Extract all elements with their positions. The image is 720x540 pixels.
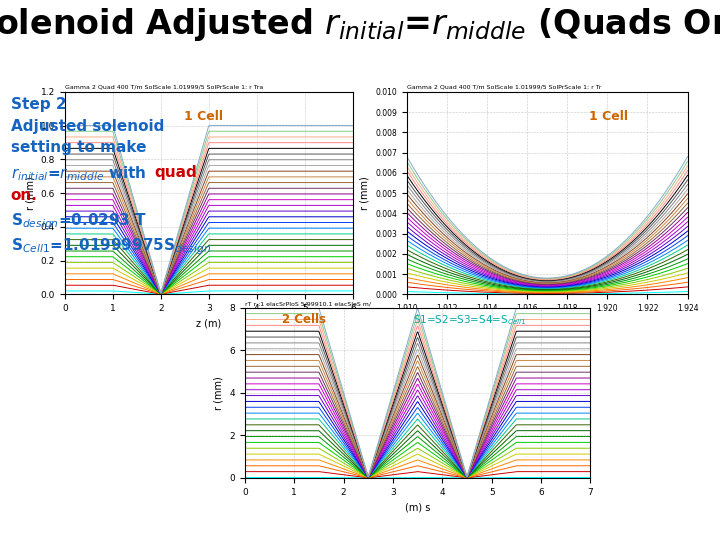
Text: S1=S2=S3=S4=S$_{Cell1}$: S1=S2=S3=S4=S$_{Cell1}$	[413, 313, 526, 327]
Y-axis label: r (mm): r (mm)	[360, 176, 369, 210]
Text: 1 Cell: 1 Cell	[184, 110, 222, 123]
Text: 9: 9	[356, 518, 364, 528]
Text: on.: on.	[11, 188, 37, 203]
Text: Adjusted solenoid: Adjusted solenoid	[11, 119, 164, 134]
Text: JA: JA	[27, 509, 45, 519]
Text: Gamma 2 Quad 400 T/m SolScale 1.01999/5 SolPrScale 1: r Tra: Gamma 2 Quad 400 T/m SolScale 1.01999/5 …	[65, 85, 263, 90]
Text: 2 Cells: 2 Cells	[282, 313, 325, 326]
Y-axis label: r (mm): r (mm)	[25, 176, 35, 210]
X-axis label: z (m): z (m)	[196, 319, 222, 328]
X-axis label: z (m): z (m)	[534, 319, 560, 328]
Text: $r_{initial}$=$r_{middle}$ with: $r_{initial}$=$r_{middle}$ with	[11, 165, 148, 184]
Text: Step 2: Step 2	[11, 97, 66, 112]
Text: setting to make: setting to make	[11, 140, 146, 156]
Y-axis label: r (mm): r (mm)	[214, 376, 224, 410]
Text: rT r :1 elacSrPloS 5/99910.1 elacSloS m/: rT r :1 elacSrPloS 5/99910.1 elacSloS m/	[245, 301, 371, 306]
Text: Gamma 2 Quad 400 T/m SolScale 1.01999/5 SolPrScale 1: r Tr: Gamma 2 Quad 400 T/m SolScale 1.01999/5 …	[407, 85, 601, 90]
Text: 05/24/2017: 05/24/2017	[328, 502, 392, 511]
Text: S$_{design}$=0.0293 T: S$_{design}$=0.0293 T	[11, 212, 147, 232]
Text: quad: quad	[155, 165, 197, 180]
Text: S$_{Cell1}$=1.01999975S$_{design}$: S$_{Cell1}$=1.01999975S$_{design}$	[11, 237, 211, 257]
X-axis label: (m) s: (m) s	[405, 502, 431, 512]
Text: 1 Cell: 1 Cell	[590, 110, 629, 123]
Text: Jefferson Lab: Jefferson Lab	[601, 508, 695, 521]
Text: Solenoid Adjusted $r_{initial}$=$r_{middle}$ (Quads On): Solenoid Adjusted $r_{initial}$=$r_{midd…	[0, 6, 720, 43]
